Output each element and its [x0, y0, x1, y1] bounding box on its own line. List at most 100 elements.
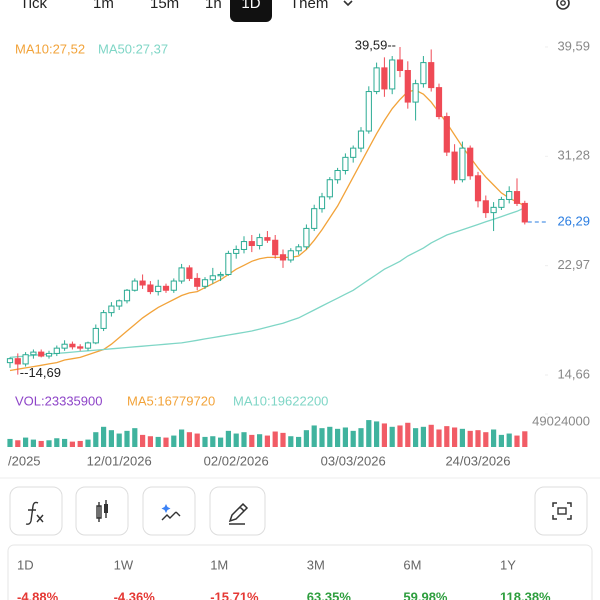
period-label: 3M: [307, 557, 325, 572]
y-tick-label: 14,66: [557, 366, 590, 381]
volume-bar: [194, 433, 200, 447]
period-change: 63,35%: [307, 589, 352, 600]
volume-bar: [514, 435, 520, 447]
candle-body: [318, 196, 326, 210]
candle-body: [451, 151, 458, 181]
candle-body: [443, 116, 450, 153]
candle-body: [162, 285, 170, 291]
candle-body: [342, 156, 349, 172]
candle-body: [272, 239, 279, 256]
candle-body: [201, 279, 209, 287]
candle-body: [506, 191, 513, 200]
volume-bar: [522, 431, 528, 447]
volume-bar: [202, 436, 208, 447]
candle-body: [61, 343, 68, 349]
volume-bar: [85, 439, 91, 447]
volume-bar: [101, 426, 107, 447]
candle-body: [6, 358, 14, 364]
ai-button[interactable]: [142, 486, 196, 536]
volume-bar: [311, 425, 317, 447]
tool-buttons: [9, 486, 588, 536]
selected-tab-bg: [230, 0, 272, 22]
volume-bar: [413, 428, 419, 447]
candle-body: [116, 300, 123, 307]
fullscreen-button[interactable]: [534, 486, 588, 536]
volume-bar: [171, 435, 177, 447]
last-price-label: 26,29: [557, 213, 590, 228]
volume-bar: [77, 440, 83, 447]
volume-bar: [374, 421, 380, 447]
volume-bar: [147, 436, 153, 447]
volume-bar: [54, 438, 60, 447]
candle-body: [53, 347, 60, 354]
candle-body: [474, 175, 482, 202]
ma-legend: MA50:27,37: [98, 41, 168, 56]
volume-bar: [163, 437, 169, 447]
volume-bar: [46, 440, 52, 447]
volume-bar: [93, 432, 99, 447]
volume-bar: [155, 436, 161, 447]
candle-button[interactable]: [75, 486, 129, 536]
candle-body: [209, 275, 216, 281]
candle-body: [178, 267, 185, 282]
candle-body: [22, 354, 29, 365]
ai-icon: [161, 511, 181, 521]
period-change: -4,36%: [114, 589, 156, 600]
volume-bar: [444, 426, 450, 447]
high-label: 39,59--: [355, 37, 396, 52]
y-tick-label: 31,28: [557, 148, 590, 163]
volume-bar: [350, 430, 356, 447]
candle-body: [435, 87, 443, 118]
candle-body: [100, 312, 107, 329]
timeframe-tab[interactable]: 1D: [241, 0, 260, 12]
candle-body: [92, 327, 99, 344]
y-tick-label: 22,97: [557, 257, 590, 272]
volume-bar: [335, 428, 341, 447]
candle-body: [45, 352, 53, 357]
chevron[interactable]: [343, 0, 353, 7]
draw-button[interactable]: [209, 486, 266, 536]
candle-body: [428, 62, 435, 89]
volume-legend: MA10:19622200: [233, 393, 328, 408]
timeframe-tab[interactable]: Tick: [20, 0, 47, 12]
settings-icon[interactable]: [556, 0, 570, 10]
period-change: 118,38%: [500, 589, 551, 600]
volume-bar: [506, 433, 512, 447]
candle-body: [459, 147, 466, 181]
volume-bar: [233, 433, 239, 447]
period-label: 6M: [403, 557, 421, 572]
formula-button[interactable]: [9, 486, 63, 536]
volume-bar: [179, 429, 185, 447]
volume-bar: [327, 426, 333, 447]
volume-bar: [7, 438, 13, 447]
period-change: -15,71%: [210, 589, 259, 600]
volume-bar: [30, 439, 36, 447]
timeframe-tab[interactable]: Thêm: [290, 0, 328, 12]
candle-body: [521, 202, 528, 223]
candle-body: [396, 59, 404, 72]
volume-bar: [272, 431, 278, 447]
volume-legend: MA5:16779720: [127, 393, 215, 408]
timeframe-tab[interactable]: 1h: [205, 0, 222, 12]
volume-bar: [459, 428, 465, 447]
candle-body: [420, 62, 427, 85]
timeframe-tab[interactable]: 15m: [150, 0, 179, 12]
candle-body: [108, 305, 115, 314]
candle-body: [139, 280, 146, 286]
candle-body: [350, 147, 357, 158]
candle-body: [194, 277, 201, 287]
candle-body: [326, 179, 333, 198]
scan-icon: [552, 502, 572, 520]
volume-bar: [280, 432, 286, 447]
timeframe-tab[interactable]: 1m: [93, 0, 114, 12]
candle-body: [131, 280, 138, 291]
candle-body: [373, 67, 380, 93]
candle-body: [467, 147, 474, 177]
candle-body: [30, 351, 37, 356]
candle-body: [217, 273, 224, 277]
volume-bar: [218, 437, 224, 447]
candle-body: [147, 284, 154, 293]
candle-body: [233, 248, 240, 254]
performance-table: 1D -4,88% 1W -4,36% 1M -15,71% 3M 63,35% 6M 59,98…: [17, 557, 551, 600]
